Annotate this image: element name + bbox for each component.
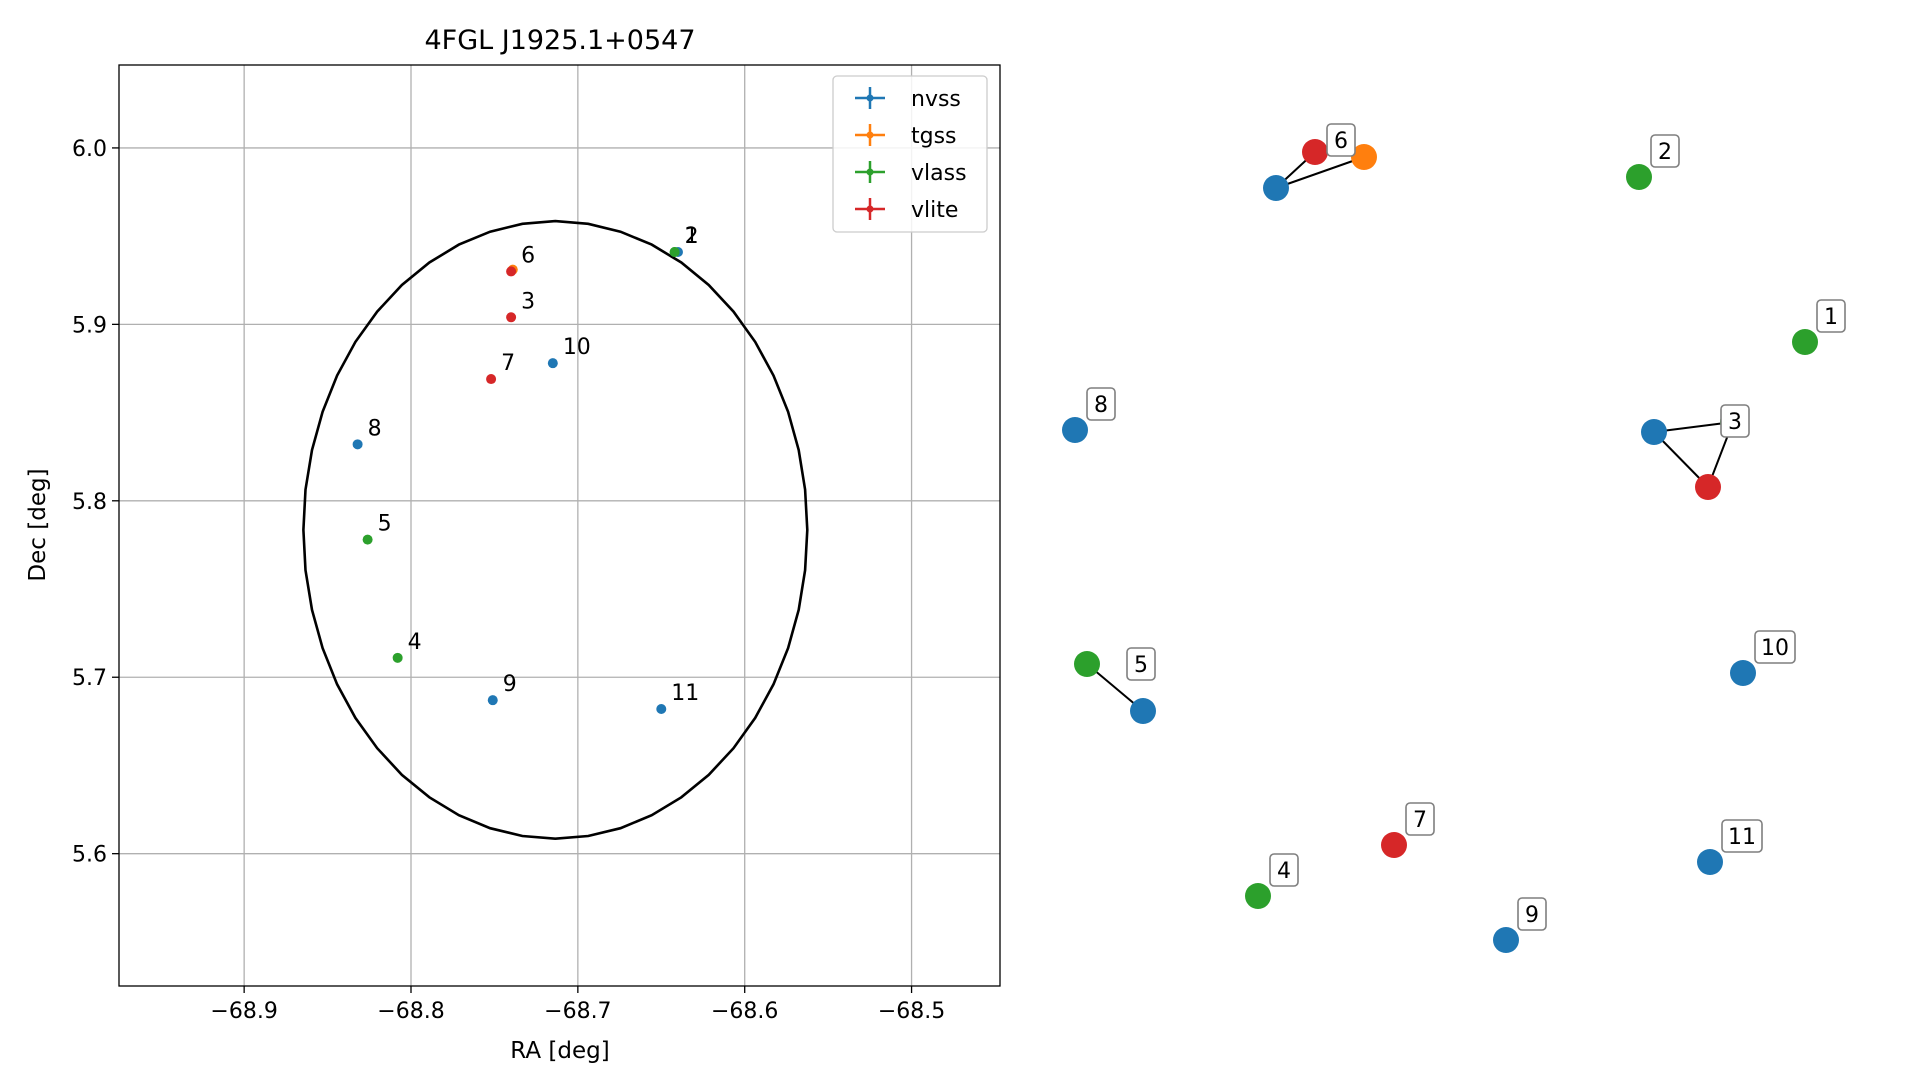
network-node [1062,417,1088,443]
node-label-box [1126,647,1156,681]
network-node [1626,164,1652,190]
data-point-vlite [486,374,497,385]
legend-label-vlass: vlass [911,161,967,186]
node-label: 7 [1413,808,1427,833]
legend-label-vlite: vlite [911,198,958,223]
points-layer [352,247,683,714]
network-node [1641,419,1667,445]
y-tick-label: 5.9 [72,313,107,338]
point-label: 7 [501,351,515,376]
point-label: 11 [671,681,699,706]
legend-marker-dot [866,168,874,176]
network-edge [1653,421,1734,433]
error-ellipse-layer [302,219,809,841]
network-node [1697,849,1723,875]
data-point-vlass [669,247,680,258]
node-label-box [1405,802,1435,836]
y-axis-label: Dec [deg] [25,468,51,581]
point-label: 2 [685,224,699,249]
legend-box [832,75,988,233]
node-label-box [1326,123,1356,157]
point-label: 10 [563,335,591,360]
data-point-vlite [506,312,517,323]
network-node [1263,175,1289,201]
node-label-box [1754,630,1796,664]
x-tick-label: −68.5 [878,999,945,1024]
point-label: 1 [685,224,699,249]
point-label: 8 [368,416,382,441]
network-panel: 6 2 1 8 3 5 10 7 4 11 9 [1062,123,1846,953]
point-label: 5 [378,512,392,537]
error-ellipse [302,219,809,841]
network-edges-layer [1086,151,1734,712]
node-label: 10 [1761,636,1789,661]
legend-marker-dot [866,205,874,213]
y-tick-label: 5.7 [72,666,107,691]
x-axis-label: RA [deg] [510,1038,609,1064]
network-node [1130,698,1156,724]
node-label-box [1721,819,1763,853]
node-label: 9 [1525,903,1539,928]
x-tick-label: −68.6 [711,999,778,1024]
node-label: 6 [1334,129,1348,154]
network-nodes-layer [1062,139,1818,953]
chart-title: 4FGL J1925.1+0547 [424,25,695,56]
node-label-box [1517,897,1547,931]
x-tick-label: −68.8 [377,999,444,1024]
network-node [1302,139,1328,165]
legend-marker-dot [866,94,874,102]
network-node [1493,927,1519,953]
network-edge [1275,156,1365,189]
legend-label-tgss: tgss [911,124,957,149]
node-label-box [1269,853,1299,887]
x-tick-label: −68.7 [544,999,611,1024]
point-label: 6 [521,243,535,268]
network-node [1381,832,1407,858]
node-label: 3 [1728,410,1742,435]
network-node [1351,144,1377,170]
data-point-vlite [506,266,517,277]
point-label: 3 [521,289,535,314]
x-tick-label: −68.9 [210,999,277,1024]
node-label-box [1650,134,1680,168]
point-label: 9 [503,672,517,697]
network-node [1074,651,1100,677]
plot-frame [118,64,1001,987]
node-label-box [1816,299,1846,333]
network-node [1245,883,1271,909]
ticks-layer: −68.9 −68.8 −68.7 −68.6 −68.5 5.6 5.7 5.8 5.9 6.0 [72,137,945,1024]
legend-label-nvss: nvss [911,87,961,112]
node-label: 1 [1824,305,1838,330]
y-tick-label: 5.8 [72,490,107,515]
node-label: 4 [1277,859,1291,884]
node-label: 5 [1134,653,1148,678]
network-node [1730,660,1756,686]
data-point-nvss [656,703,667,714]
network-node [1792,329,1818,355]
node-label-box [1720,404,1750,438]
data-point-nvss [547,358,558,369]
node-label: 11 [1728,825,1756,850]
data-point-vlass [392,652,403,663]
node-label: 2 [1658,140,1672,165]
legend-marker-dot [866,131,874,139]
data-point-nvss [487,695,498,706]
node-label-box [1086,387,1116,421]
point-label: 4 [408,630,422,655]
network-node [1695,474,1721,500]
y-tick-label: 6.0 [72,137,107,162]
legend: nvss tgss vlass vlite [832,75,988,233]
node-label: 8 [1094,393,1108,418]
y-tick-label: 5.6 [72,843,107,868]
data-point-nvss [352,439,363,450]
data-point-vlass [362,534,373,545]
network-node-labels-layer: 6 2 1 8 3 5 10 7 4 11 9 [1086,123,1846,931]
